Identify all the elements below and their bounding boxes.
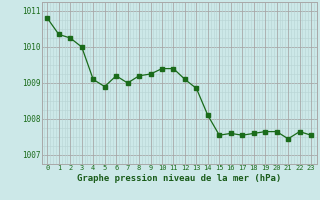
X-axis label: Graphe pression niveau de la mer (hPa): Graphe pression niveau de la mer (hPa) [77, 174, 281, 183]
